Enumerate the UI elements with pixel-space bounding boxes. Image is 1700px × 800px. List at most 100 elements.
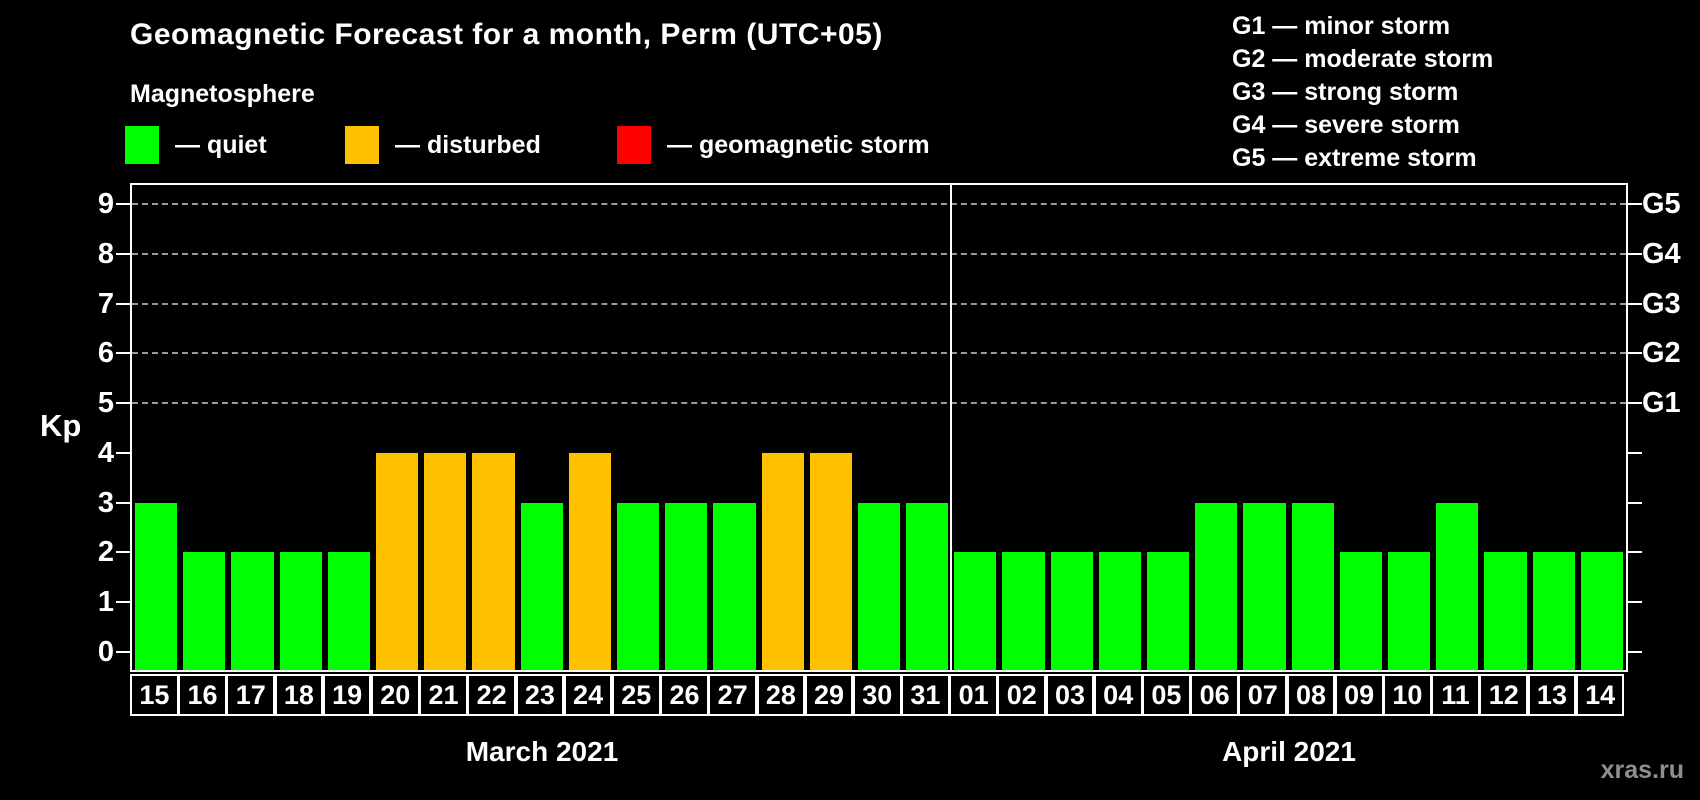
date-label-01: 01 [949, 674, 998, 716]
date-label-23: 23 [515, 674, 565, 716]
y-tick-label-1: 1 [97, 586, 114, 619]
kp-bar-day-20 [375, 452, 419, 670]
date-label-10: 10 [1383, 674, 1432, 716]
date-label-05: 05 [1142, 674, 1191, 716]
date-label-08: 08 [1286, 674, 1336, 716]
date-label-26: 26 [660, 674, 709, 716]
date-label-13: 13 [1527, 674, 1577, 716]
date-label-14: 14 [1575, 674, 1625, 716]
month-label-april: April 2021 [1222, 736, 1356, 767]
right-axis-tick-kp0 [1628, 651, 1642, 653]
kp-bar-day-14 [1580, 552, 1623, 670]
g-scale-legend: G1 — minor storm G2 — moderate storm G3 … [1232, 10, 1493, 175]
y-tick-label-2: 2 [97, 536, 114, 569]
disturbed-color-swatch [345, 126, 379, 164]
g4-legend-line: G4 — severe storm [1232, 111, 1460, 139]
kp-bar-day-23 [520, 502, 563, 670]
gridline-kp9 [132, 203, 1626, 205]
kp-bar-day-02 [1002, 552, 1045, 670]
right-axis-tick-kp7 [1628, 302, 1642, 305]
kp-bar-day-11 [1436, 502, 1479, 670]
date-label-20: 20 [370, 674, 420, 716]
kp-bar-day-08 [1291, 502, 1334, 670]
magnetosphere-subtitle: Magnetosphere [130, 80, 315, 108]
kp-bar-day-19 [327, 552, 370, 670]
kp-bar-day-21 [424, 452, 467, 670]
legend-label-quiet: — quiet [175, 130, 267, 159]
date-label-11: 11 [1431, 674, 1480, 716]
kp-bar-day-09 [1339, 552, 1383, 670]
kp-bar-day-18 [279, 552, 322, 670]
date-label-27: 27 [708, 674, 757, 716]
left-axis-tick-kp4 [116, 451, 130, 454]
month-divider [950, 185, 953, 670]
date-label-06: 06 [1190, 674, 1239, 716]
right-axis-tick-kp6 [1628, 352, 1642, 355]
left-axis-tick-kp6 [116, 352, 130, 355]
date-label-09: 09 [1334, 674, 1384, 716]
left-axis-tick-kp0 [116, 651, 130, 653]
date-label-31: 31 [901, 674, 950, 716]
kp-bar-day-28 [761, 452, 804, 670]
kp-bar-day-30 [857, 502, 901, 670]
y-tick-label-8: 8 [97, 237, 114, 270]
left-axis-tick-kp9 [116, 203, 130, 205]
xras-watermark: xras.ru [1600, 756, 1684, 784]
date-label-29: 29 [804, 674, 854, 716]
legend-item-storm: — geomagnetic storm [617, 124, 930, 166]
date-label-15: 15 [130, 674, 179, 716]
y-tick-label-5: 5 [97, 387, 114, 420]
right-axis-tick-kp1 [1628, 601, 1642, 604]
legend-item-quiet: — quiet [125, 124, 267, 166]
right-axis-label-g2: G2 [1642, 337, 1681, 370]
date-label-21: 21 [419, 674, 468, 716]
left-axis-tick-kp1 [116, 601, 130, 604]
left-axis-tick-kp5 [116, 402, 130, 405]
gridline-kp6 [132, 352, 1626, 355]
y-tick-label-9: 9 [97, 188, 114, 220]
month-label-march: March 2021 [465, 736, 619, 767]
date-label-25: 25 [611, 674, 661, 716]
date-label-12: 12 [1479, 674, 1529, 716]
left-axis-tick-kp2 [116, 551, 130, 554]
y-axis-title: Kp [40, 408, 82, 443]
right-axis-tick-kp3 [1628, 501, 1642, 504]
right-axis-tick-kp5 [1628, 402, 1642, 405]
date-label-22: 22 [467, 674, 517, 716]
kp-bar-day-27 [713, 502, 756, 670]
y-tick-label-3: 3 [97, 486, 114, 519]
y-tick-label-4: 4 [97, 436, 114, 469]
kp-bar-day-07 [1243, 502, 1286, 670]
date-label-16: 16 [178, 674, 227, 716]
y-tick-label-6: 6 [97, 337, 114, 370]
y-tick-label-7: 7 [97, 287, 114, 320]
right-axis-label-g1: G1 [1642, 387, 1681, 420]
page-title: Geomagnetic Forecast for a month, Perm (… [130, 18, 883, 51]
right-axis-label-g4: G4 [1642, 237, 1681, 270]
date-label-18: 18 [274, 674, 324, 716]
kp-bar-day-03 [1050, 552, 1093, 670]
legend-label-storm: — geomagnetic storm [667, 130, 930, 159]
kp-bar-day-17 [231, 552, 274, 670]
left-axis-tick-kp8 [116, 252, 130, 255]
date-label-17: 17 [226, 674, 276, 716]
kp-bar-day-10 [1388, 552, 1431, 670]
right-axis-tick-kp9 [1628, 203, 1642, 205]
y-tick-label-0: 0 [97, 636, 114, 668]
right-axis-tick-kp4 [1628, 451, 1642, 454]
kp-bar-day-13 [1532, 552, 1575, 670]
kp-bar-day-31 [906, 502, 949, 670]
kp-bar-day-16 [183, 552, 226, 670]
kp-bar-day-15 [135, 502, 178, 670]
date-label-19: 19 [322, 674, 372, 716]
plot-area [116, 183, 1642, 672]
g3-legend-line: G3 — strong storm [1232, 78, 1459, 106]
right-axis-tick-kp2 [1628, 551, 1642, 554]
kp-bar-day-26 [665, 502, 708, 670]
kp-bar-day-05 [1147, 552, 1190, 670]
legend-label-disturbed: — disturbed [395, 130, 541, 159]
left-axis-tick-kp3 [116, 501, 130, 504]
kp-bar-day-06 [1195, 502, 1238, 670]
gridline-kp8 [132, 252, 1626, 255]
